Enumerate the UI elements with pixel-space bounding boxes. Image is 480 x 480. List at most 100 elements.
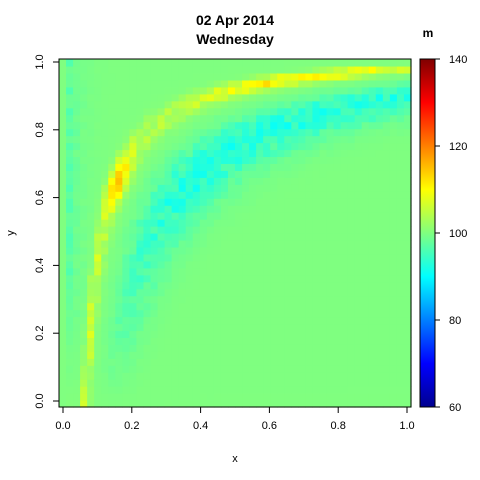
heatmap-cell [312,330,321,338]
heatmap-cell [115,288,123,297]
heatmap-cell [227,400,236,408]
heatmap-cell [143,239,152,248]
heatmap-cell [389,226,398,234]
heatmap-cell [66,365,74,373]
heatmap-cell [157,267,166,276]
heatmap-cell [396,219,405,227]
heatmap-cell [403,365,412,373]
heatmap-cell [59,253,67,262]
heatmap-cell [249,72,257,81]
heatmap-cell [256,281,264,290]
heatmap-cell [73,191,81,199]
heatmap-cell [87,93,95,102]
heatmap-cell [73,114,81,123]
heatmap-cell [291,372,299,380]
heatmap-cell [361,184,370,192]
heatmap-cell [122,59,130,67]
heatmap-cell [249,323,257,332]
heatmap-cell [122,184,130,192]
heatmap-cell [73,337,81,345]
heatmap-cell [354,400,363,408]
heatmap-cell [213,149,222,158]
heatmap-cell [291,212,299,220]
heatmap-cell [213,344,222,352]
heatmap-cell [101,219,109,227]
colorbar-tick-label: 60 [449,402,461,414]
heatmap-cell [115,400,123,408]
heatmap-cell [340,114,349,123]
heatmap-cell [242,295,250,304]
heatmap-cell [298,246,306,255]
heatmap-cell [108,65,116,74]
heatmap-cell [249,316,257,325]
heatmap-cell [122,233,130,241]
heatmap-cell [108,386,116,394]
heatmap-cell [396,212,405,220]
heatmap-cell [206,121,215,130]
heatmap-cell [368,191,377,199]
heatmap-cell [326,212,335,220]
heatmap-cell [59,365,67,373]
heatmap-cell [227,100,236,109]
heatmap-cell [242,135,250,144]
heatmap-cell [347,212,356,220]
heatmap-cell [115,100,123,109]
heatmap-cell [220,212,229,220]
heatmap-cell [298,351,306,359]
heatmap-cell [340,330,349,338]
heatmap-cell [242,267,250,276]
heatmap-cell [206,86,215,95]
heatmap-cell [178,107,187,116]
heatmap-cell [192,107,201,116]
heatmap-cell [396,93,405,102]
heatmap-cell [284,302,292,311]
heatmap-cell [291,114,299,123]
heatmap-cell [115,149,123,158]
heatmap-cell [227,337,236,345]
heatmap-cell [101,142,109,151]
heatmap-cell [220,239,229,248]
heatmap-cell [66,142,74,151]
heatmap-cell [66,79,74,88]
heatmap-cell [101,114,109,123]
heatmap-cell [242,149,250,158]
heatmap-cell [340,170,349,178]
heatmap-cell [73,274,81,283]
heatmap-cell [347,281,356,290]
heatmap-cell [354,358,363,366]
heatmap-cell [305,93,314,102]
heatmap-cell [340,219,349,227]
heatmap-cell [361,393,370,401]
heatmap-cell [326,79,335,88]
heatmap-cell [101,253,109,262]
heatmap-cell [206,128,215,137]
heatmap-cell [354,107,363,116]
heatmap-cell [122,79,130,88]
heatmap-cell [66,65,74,74]
heatmap-cell [382,309,391,318]
heatmap-cell [206,372,215,380]
heatmap-cell [368,184,377,192]
heatmap-cell [256,93,264,102]
heatmap-cell [319,170,328,178]
heatmap-cell [291,170,299,178]
heatmap-cell [319,330,328,338]
heatmap-cell [235,239,243,248]
heatmap-cell [171,114,180,123]
heatmap-cell [199,156,208,164]
heatmap-cell [108,400,116,408]
heatmap-cell [298,316,306,325]
heatmap-cell [312,72,321,81]
heatmap-cell [375,128,384,137]
heatmap-cell [185,93,194,102]
heatmap-cell [171,393,180,401]
heatmap-cell [354,121,363,130]
heatmap-cell [298,226,306,234]
heatmap-cell [80,358,88,366]
heatmap-cell [354,163,363,171]
heatmap-cell [340,379,349,387]
heatmap-cell [94,365,102,373]
heatmap-cell [122,316,130,325]
heatmap-cell [66,219,74,227]
heatmap-cell [59,212,67,220]
